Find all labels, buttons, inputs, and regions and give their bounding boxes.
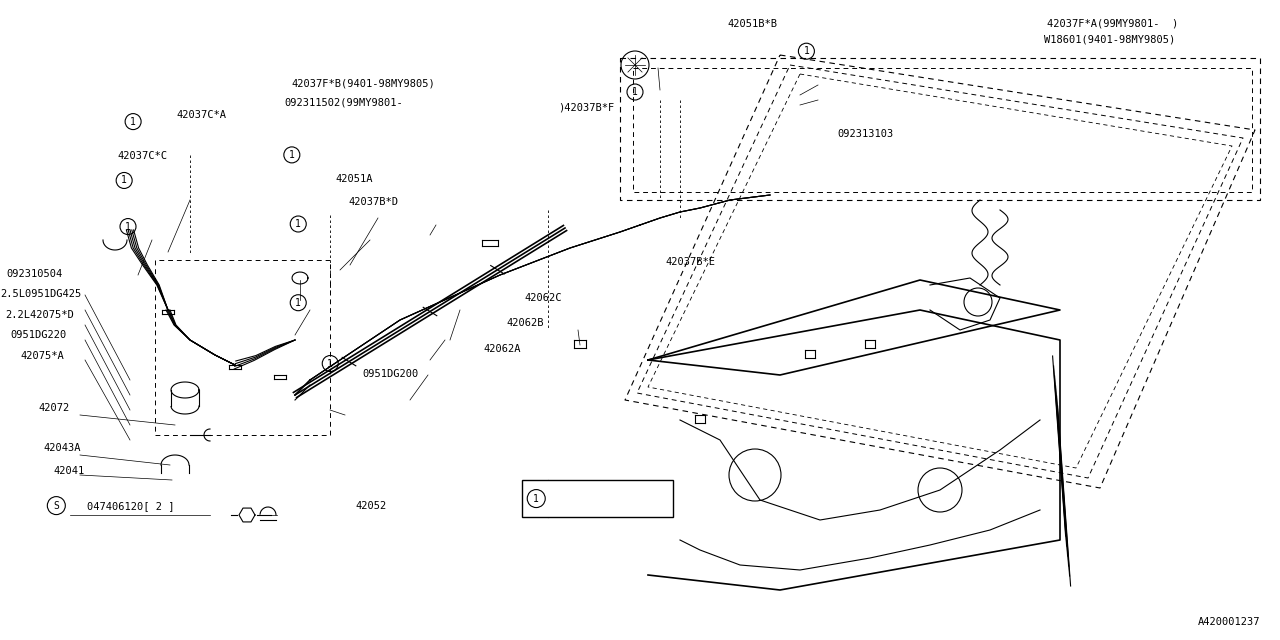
Text: 0951DG220: 0951DG220 bbox=[10, 330, 67, 340]
Text: )42037B*F: )42037B*F bbox=[558, 102, 614, 113]
Text: 42043A: 42043A bbox=[44, 443, 81, 453]
Text: 42037F*A(99MY9801-  ): 42037F*A(99MY9801- ) bbox=[1047, 18, 1179, 28]
Text: 42037B*D: 42037B*D bbox=[348, 196, 398, 207]
Text: W18601(9401-98MY9805): W18601(9401-98MY9805) bbox=[1044, 35, 1176, 45]
Text: 42037F*B(9401-98MY9805): 42037F*B(9401-98MY9805) bbox=[292, 78, 435, 88]
Text: 1: 1 bbox=[296, 219, 301, 229]
Text: 2.2L42075*D: 2.2L42075*D bbox=[5, 310, 74, 320]
Text: 2.5L0951DG425: 2.5L0951DG425 bbox=[0, 289, 81, 300]
Text: 1: 1 bbox=[534, 493, 539, 504]
Text: 42037C*B: 42037C*B bbox=[554, 493, 604, 504]
Text: 42062A: 42062A bbox=[484, 344, 521, 354]
Text: 1: 1 bbox=[804, 46, 809, 56]
Text: 42062B: 42062B bbox=[507, 317, 544, 328]
Text: 42052: 42052 bbox=[356, 500, 387, 511]
Text: 42037C*C: 42037C*C bbox=[118, 150, 168, 161]
Text: 0951DG200: 0951DG200 bbox=[362, 369, 419, 380]
Text: 092311502(99MY9801-: 092311502(99MY9801- bbox=[284, 97, 403, 108]
Text: 42051B*B: 42051B*B bbox=[727, 19, 777, 29]
Text: 092310504: 092310504 bbox=[6, 269, 63, 279]
Text: 42051A: 42051A bbox=[335, 174, 372, 184]
Text: 1: 1 bbox=[328, 358, 333, 369]
Bar bbox=[522, 480, 673, 517]
Text: 1: 1 bbox=[131, 116, 136, 127]
Text: 1: 1 bbox=[289, 150, 294, 160]
Text: 42041: 42041 bbox=[54, 466, 84, 476]
Text: 092313103: 092313103 bbox=[837, 129, 893, 140]
Text: 1: 1 bbox=[296, 298, 301, 308]
Text: 1: 1 bbox=[122, 175, 127, 186]
Text: 42062C: 42062C bbox=[525, 292, 562, 303]
Text: 42037C*A: 42037C*A bbox=[177, 110, 227, 120]
Text: 42037B*E: 42037B*E bbox=[666, 257, 716, 268]
Text: 42075*A: 42075*A bbox=[20, 351, 64, 361]
Text: A420001237: A420001237 bbox=[1198, 617, 1260, 627]
Text: 42072: 42072 bbox=[38, 403, 69, 413]
Text: 1: 1 bbox=[125, 221, 131, 232]
Text: 1: 1 bbox=[632, 87, 637, 97]
Text: 047406120[ 2 ]: 047406120[ 2 ] bbox=[87, 500, 174, 511]
Text: S: S bbox=[54, 500, 59, 511]
